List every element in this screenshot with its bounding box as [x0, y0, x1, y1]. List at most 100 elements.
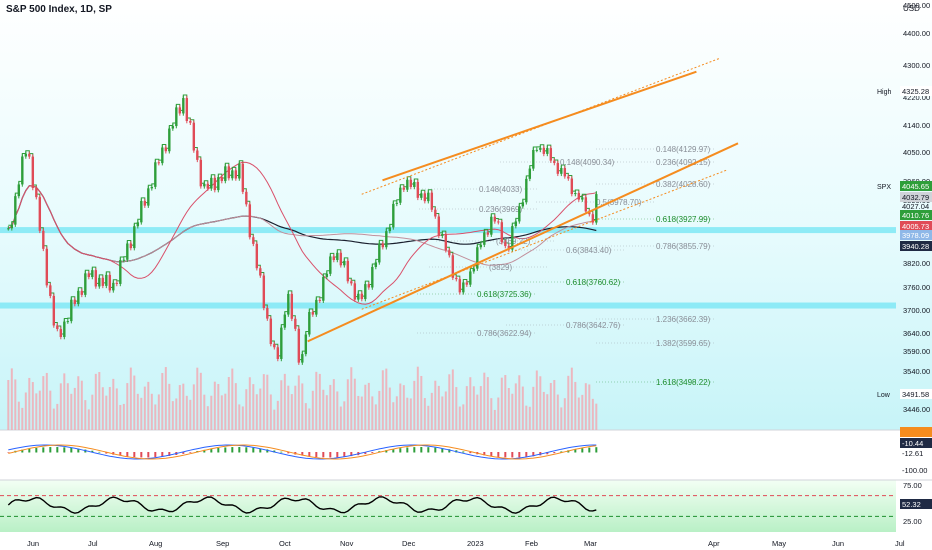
- candle-body: [35, 187, 38, 198]
- volume-bar: [595, 403, 598, 430]
- rsi-value: 52.32: [902, 500, 921, 509]
- volume-bar: [220, 395, 223, 430]
- volume-bar: [175, 398, 178, 430]
- volume-bar: [283, 373, 286, 430]
- candle-body: [241, 163, 245, 192]
- macd-histogram-bar: [420, 447, 423, 453]
- volume-bar: [38, 390, 41, 430]
- candle-body: [388, 227, 392, 232]
- macd-histogram-bar: [7, 452, 10, 453]
- volume-bar: [385, 368, 388, 430]
- volume-bar: [24, 392, 27, 430]
- candle-body: [542, 147, 546, 154]
- volume-bar: [269, 394, 272, 430]
- candle-body: [346, 260, 350, 282]
- candle-body: [395, 202, 399, 204]
- price-badge: [900, 192, 932, 202]
- macd-histogram-bar: [224, 447, 227, 453]
- candle-body: [385, 231, 388, 248]
- candle-body: [430, 192, 434, 210]
- candle-body: [17, 184, 21, 197]
- macd-histogram-bar: [350, 452, 353, 457]
- candle-body: [441, 234, 444, 236]
- price-tick-label: 3820.00: [903, 259, 930, 268]
- volume-bar: [511, 393, 514, 430]
- candle-body: [308, 312, 311, 335]
- volume-bar: [241, 406, 244, 430]
- volume-bar: [441, 396, 444, 430]
- volume-bar: [346, 379, 349, 430]
- candle-body: [500, 222, 504, 243]
- volume-bar: [80, 380, 83, 430]
- volume-bar: [112, 378, 115, 430]
- fib-label: 0.786(3855.79): [656, 242, 711, 251]
- macd-histogram-bar: [231, 447, 234, 453]
- candle-body: [325, 273, 329, 277]
- candle-body: [80, 290, 84, 295]
- macd-histogram-bar: [21, 449, 24, 453]
- volume-bar: [472, 386, 475, 430]
- time-tick-label: Sep: [216, 539, 229, 548]
- volume-bar: [224, 393, 227, 430]
- time-tick-label: Mar: [584, 539, 597, 548]
- macd-signal-line: [8, 444, 597, 460]
- macd-histogram-bar: [259, 448, 262, 453]
- volume-bar: [504, 375, 507, 430]
- candle-body: [273, 344, 276, 348]
- volume-bar: [546, 394, 549, 430]
- macd-histogram-bar: [91, 450, 94, 453]
- volume-bar: [437, 385, 440, 430]
- volume-bar: [465, 386, 468, 430]
- candle-body: [567, 176, 570, 179]
- price-badge: [900, 210, 932, 220]
- candle-body: [465, 282, 469, 285]
- candle-body: [434, 209, 437, 217]
- volume-bar: [360, 396, 363, 430]
- candle-body: [150, 186, 154, 189]
- macd-histogram-bar: [469, 452, 472, 454]
- volume-bar: [329, 384, 332, 430]
- volume-bar: [87, 409, 90, 430]
- volume-bar: [311, 390, 314, 430]
- volume-bar: [73, 387, 76, 430]
- candle-body: [94, 270, 98, 287]
- candle-body: [584, 197, 588, 212]
- macd-histogram-bar: [413, 447, 416, 453]
- macd-histogram-bar: [189, 452, 192, 453]
- macd-histogram-bar: [252, 447, 255, 453]
- price-badge-value: 4032.79: [902, 193, 929, 202]
- macd-histogram-bar: [343, 452, 346, 457]
- macd-histogram-bar: [161, 452, 164, 457]
- volume-bar: [63, 373, 66, 430]
- fib-label: 1.236(3662.39): [656, 315, 711, 324]
- candle-body: [206, 183, 210, 189]
- volume-bar: [91, 394, 94, 430]
- candle-body: [392, 203, 395, 228]
- candle-body: [472, 268, 476, 272]
- volume-bar: [52, 408, 55, 430]
- candle-body: [7, 228, 10, 230]
- candle-body: [539, 147, 542, 150]
- volume-bar: [213, 381, 216, 430]
- fib-label: 0.382(4028.60): [656, 180, 711, 189]
- candle-body: [231, 170, 234, 179]
- level-band: [0, 302, 896, 309]
- macd-histogram-bar: [336, 452, 339, 458]
- macd-histogram-bar: [217, 448, 220, 453]
- candle-body: [269, 318, 273, 345]
- macd-histogram-bar: [427, 447, 430, 453]
- fib-label: 0.148(4129.97): [656, 145, 711, 154]
- volume-bar: [528, 406, 531, 430]
- volume-bar: [231, 368, 234, 430]
- volume-bar: [392, 402, 395, 430]
- candle-body: [213, 177, 217, 191]
- volume-bar: [262, 374, 265, 430]
- macd-histogram-bar: [546, 452, 549, 455]
- time-tick-label: Jul: [895, 539, 905, 548]
- volume-bar: [318, 373, 321, 430]
- macd-histogram-bar: [448, 449, 451, 453]
- candle-body: [497, 221, 500, 223]
- volume-bar: [476, 394, 479, 430]
- volume-bar: [423, 398, 426, 430]
